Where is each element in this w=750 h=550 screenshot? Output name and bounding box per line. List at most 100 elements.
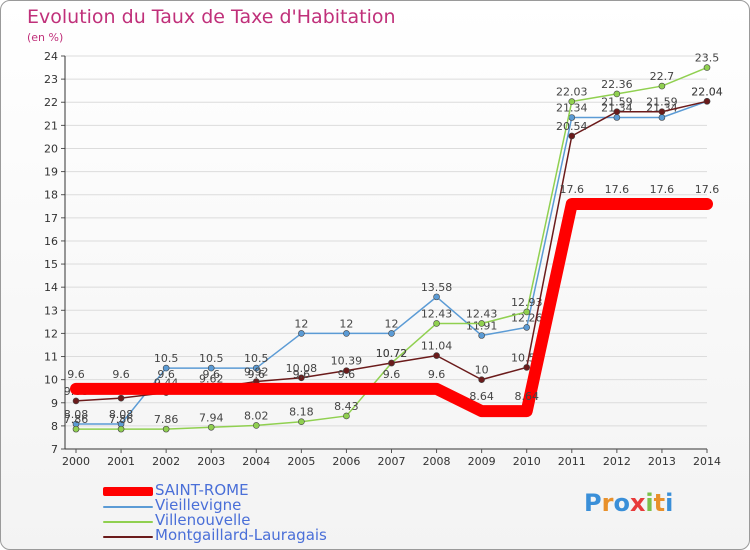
- chart-title: Evolution du Taux de Taxe d'Habitation: [27, 6, 396, 28]
- data-point: [72, 425, 80, 433]
- data-label: 8.64: [469, 390, 494, 403]
- data-point: [613, 108, 621, 116]
- data-label: 23.5: [695, 52, 720, 65]
- series-line: [70, 197, 713, 418]
- data-label: 22.7: [650, 70, 675, 83]
- y-tick-label: 16: [44, 235, 58, 248]
- data-point: [613, 114, 621, 121]
- data-label: 8.18: [289, 406, 314, 419]
- data-label: 9.6: [157, 368, 175, 381]
- legend-label: Montgaillard-Lauragais: [155, 526, 327, 544]
- data-point: [523, 364, 531, 371]
- data-label: 9.6: [202, 368, 220, 381]
- logo-letter: t: [653, 489, 666, 517]
- data-label: 9.92: [244, 365, 269, 378]
- data-point: [298, 330, 305, 337]
- data-point: [117, 394, 125, 402]
- data-point: [343, 330, 350, 337]
- data-point: [252, 422, 260, 429]
- data-label: 8.08: [109, 408, 134, 421]
- logo-letter: r: [601, 489, 614, 517]
- y-tick-label: 18: [44, 189, 58, 202]
- legend-item: Vieillevigne: [103, 496, 403, 514]
- data-point: [703, 64, 711, 71]
- data-label: 9.6: [293, 368, 311, 381]
- data-point: [703, 98, 711, 105]
- y-tick-label: 8: [51, 420, 58, 433]
- data-label: 8.02: [244, 409, 269, 422]
- data-point: [658, 114, 666, 121]
- data-point: [433, 352, 440, 359]
- data-label: 12.43: [421, 307, 453, 320]
- legend: SAINT-ROME Vieillevigne Villenouvelle Mo…: [103, 481, 403, 544]
- data-label: 8.08: [64, 408, 89, 421]
- y-tick-label: 13: [44, 304, 58, 317]
- data-label: 10.5: [199, 352, 224, 365]
- data-label: 10.08: [286, 362, 318, 375]
- data-label: 20.54: [556, 120, 588, 133]
- data-label: 7.86: [154, 413, 179, 426]
- legend-swatch: [103, 487, 153, 496]
- data-point: [162, 364, 170, 372]
- legend-swatch: [103, 536, 153, 538]
- x-tick-label: 2005: [287, 455, 315, 468]
- data-point: [207, 364, 215, 372]
- y-tick-label: 9: [51, 397, 58, 410]
- y-tick-label: 22: [44, 96, 58, 109]
- x-tick-label: 2014: [693, 455, 721, 468]
- data-label: 22.04: [691, 85, 723, 98]
- legend-label: SAINT-ROME: [155, 481, 249, 499]
- data-point: [388, 330, 395, 337]
- data-point: [658, 108, 666, 116]
- y-tick-label: 14: [44, 281, 58, 294]
- data-point: [343, 367, 350, 374]
- data-label: 8.43: [334, 400, 359, 413]
- x-tick-label: 2012: [603, 455, 631, 468]
- data-label: 10.72: [376, 347, 408, 360]
- data-label: 10: [475, 364, 489, 377]
- y-tick-label: 15: [44, 258, 58, 271]
- data-label: 12.43: [466, 307, 498, 320]
- data-label: 22.03: [556, 86, 588, 99]
- data-label: 21.59: [601, 96, 633, 109]
- x-tick-label: 2002: [152, 455, 180, 468]
- data-label: 22.36: [601, 78, 633, 91]
- y-tick-label: 23: [44, 73, 58, 86]
- data-label: 10.72: [376, 347, 408, 360]
- data-point: [613, 90, 621, 98]
- data-point: [388, 359, 395, 367]
- data-point: [117, 425, 125, 433]
- y-tick-label: 17: [44, 212, 58, 225]
- data-label: 7.86: [109, 413, 134, 426]
- data-label: 21.59: [646, 96, 678, 109]
- data-point: [433, 320, 440, 327]
- data-label: 17.6: [650, 183, 675, 196]
- data-label: 9.62: [199, 372, 224, 385]
- y-tick-label: 24: [44, 50, 58, 63]
- logo-letter: x: [629, 489, 646, 517]
- x-tick-label: 2009: [468, 455, 496, 468]
- data-label: 12: [294, 317, 308, 330]
- data-label: 11.04: [421, 340, 453, 353]
- data-label: 9.6: [428, 368, 446, 381]
- data-point: [298, 418, 305, 426]
- data-point: [252, 364, 260, 372]
- data-label: 12.93: [511, 296, 543, 309]
- data-label: 12: [339, 317, 353, 330]
- legend-label: Villenouvelle: [155, 511, 251, 529]
- data-label: 9.6: [112, 368, 130, 381]
- data-label: 7.94: [199, 411, 224, 424]
- y-tick-label: 10: [44, 374, 58, 387]
- x-tick-label: 2011: [558, 455, 586, 468]
- x-tick-label: 2001: [107, 455, 135, 468]
- x-tick-label: 2008: [423, 455, 451, 468]
- y-tick-label: 7: [51, 443, 58, 456]
- chart-unit: (en %): [27, 31, 64, 44]
- legend-label: Vieillevigne: [155, 496, 242, 514]
- data-point: [72, 397, 80, 405]
- x-tick-label: 2000: [62, 455, 90, 468]
- data-label: 9.6: [338, 368, 356, 381]
- data-label: 10.5: [154, 352, 179, 365]
